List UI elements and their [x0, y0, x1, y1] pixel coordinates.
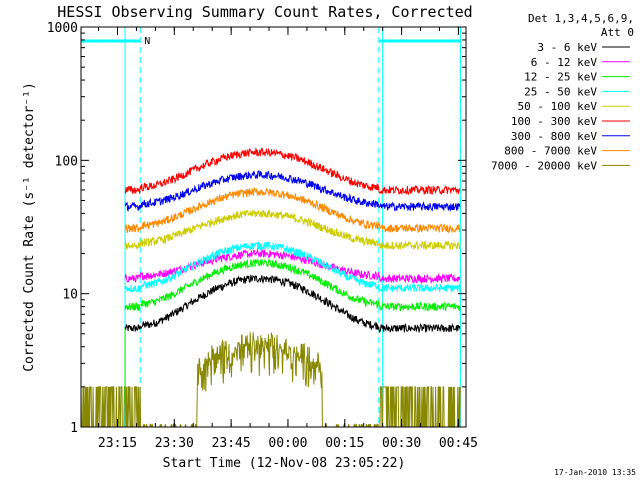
series-300-800-kev — [124, 170, 461, 212]
series-7000-20000-kev — [80, 332, 461, 428]
legend: Det 1,3,4,5,6,9, Att 0 3 - 6 keV 6 - 12 k… — [491, 12, 634, 172]
y-tick-label: 1 — [70, 421, 78, 436]
legend-header-line-1: Det 1,3,4,5,6,9, — [528, 12, 634, 25]
series-line — [124, 241, 461, 293]
legend-entry-label: 800 - 7000 keV — [504, 145, 597, 158]
series-800-7000-kev — [124, 186, 461, 234]
x-tick-label: 00:45 — [439, 436, 478, 451]
x-tick-label: 00:00 — [268, 436, 307, 451]
y-axis: 1 10 100 1000 — [47, 21, 466, 436]
series-3-6-kev — [124, 274, 461, 334]
x-tick-label: 00:30 — [382, 436, 421, 451]
legend-entry-label: 25 - 50 keV — [524, 85, 597, 98]
series-100-300-kev — [124, 147, 461, 196]
y-tick-label: 100 — [55, 154, 78, 169]
series-12-25-kev — [124, 258, 461, 312]
series-line — [124, 209, 461, 251]
x-tick-label: 23:15 — [98, 436, 137, 451]
legend-entry-label: 3 - 6 keV — [537, 41, 597, 54]
y-tick-label: 1000 — [47, 21, 78, 36]
legend-entry-label: 300 - 800 keV — [511, 130, 597, 143]
x-tick-label: 23:30 — [155, 436, 194, 451]
y-tick-label: 10 — [62, 288, 78, 303]
legend-entry-label: 100 - 300 keV — [511, 115, 597, 128]
plot-frame — [80, 26, 467, 428]
series-line — [124, 258, 461, 312]
series-line — [124, 147, 461, 196]
x-tick-label: 23:45 — [212, 436, 251, 451]
legend-entry-label: 6 - 12 keV — [531, 56, 598, 69]
legend-entry-label: 12 - 25 keV — [524, 71, 597, 84]
series-line — [124, 186, 461, 234]
series-25-50-kev — [124, 241, 461, 293]
x-axis: 23:15 23:30 23:45 00:00 00:15 00:30 00:45 — [98, 27, 478, 451]
legend-entry-label: 50 - 100 keV — [518, 100, 598, 113]
series-line — [80, 332, 461, 428]
series-line — [124, 274, 461, 334]
series-line — [124, 170, 461, 212]
y-axis-label: Corrected Count Rate (s⁻¹ detector⁻¹) — [22, 82, 37, 372]
chart-title: HESSI Observing Summary Count Rates, Cor… — [57, 3, 472, 21]
night-flag-label: N — [144, 36, 150, 47]
plot-area: N — [80, 27, 461, 428]
timestamp-annotation: 17-Jan-2010 13:35 — [554, 468, 636, 477]
x-tick-label: 00:15 — [325, 436, 364, 451]
legend-header-line-2: Att 0 — [601, 26, 634, 39]
series-50-100-kev — [124, 209, 461, 251]
legend-entry-label: 7000 - 20000 keV — [491, 159, 597, 172]
x-axis-label: Start Time (12-Nov-08 23:05:22) — [163, 456, 406, 471]
